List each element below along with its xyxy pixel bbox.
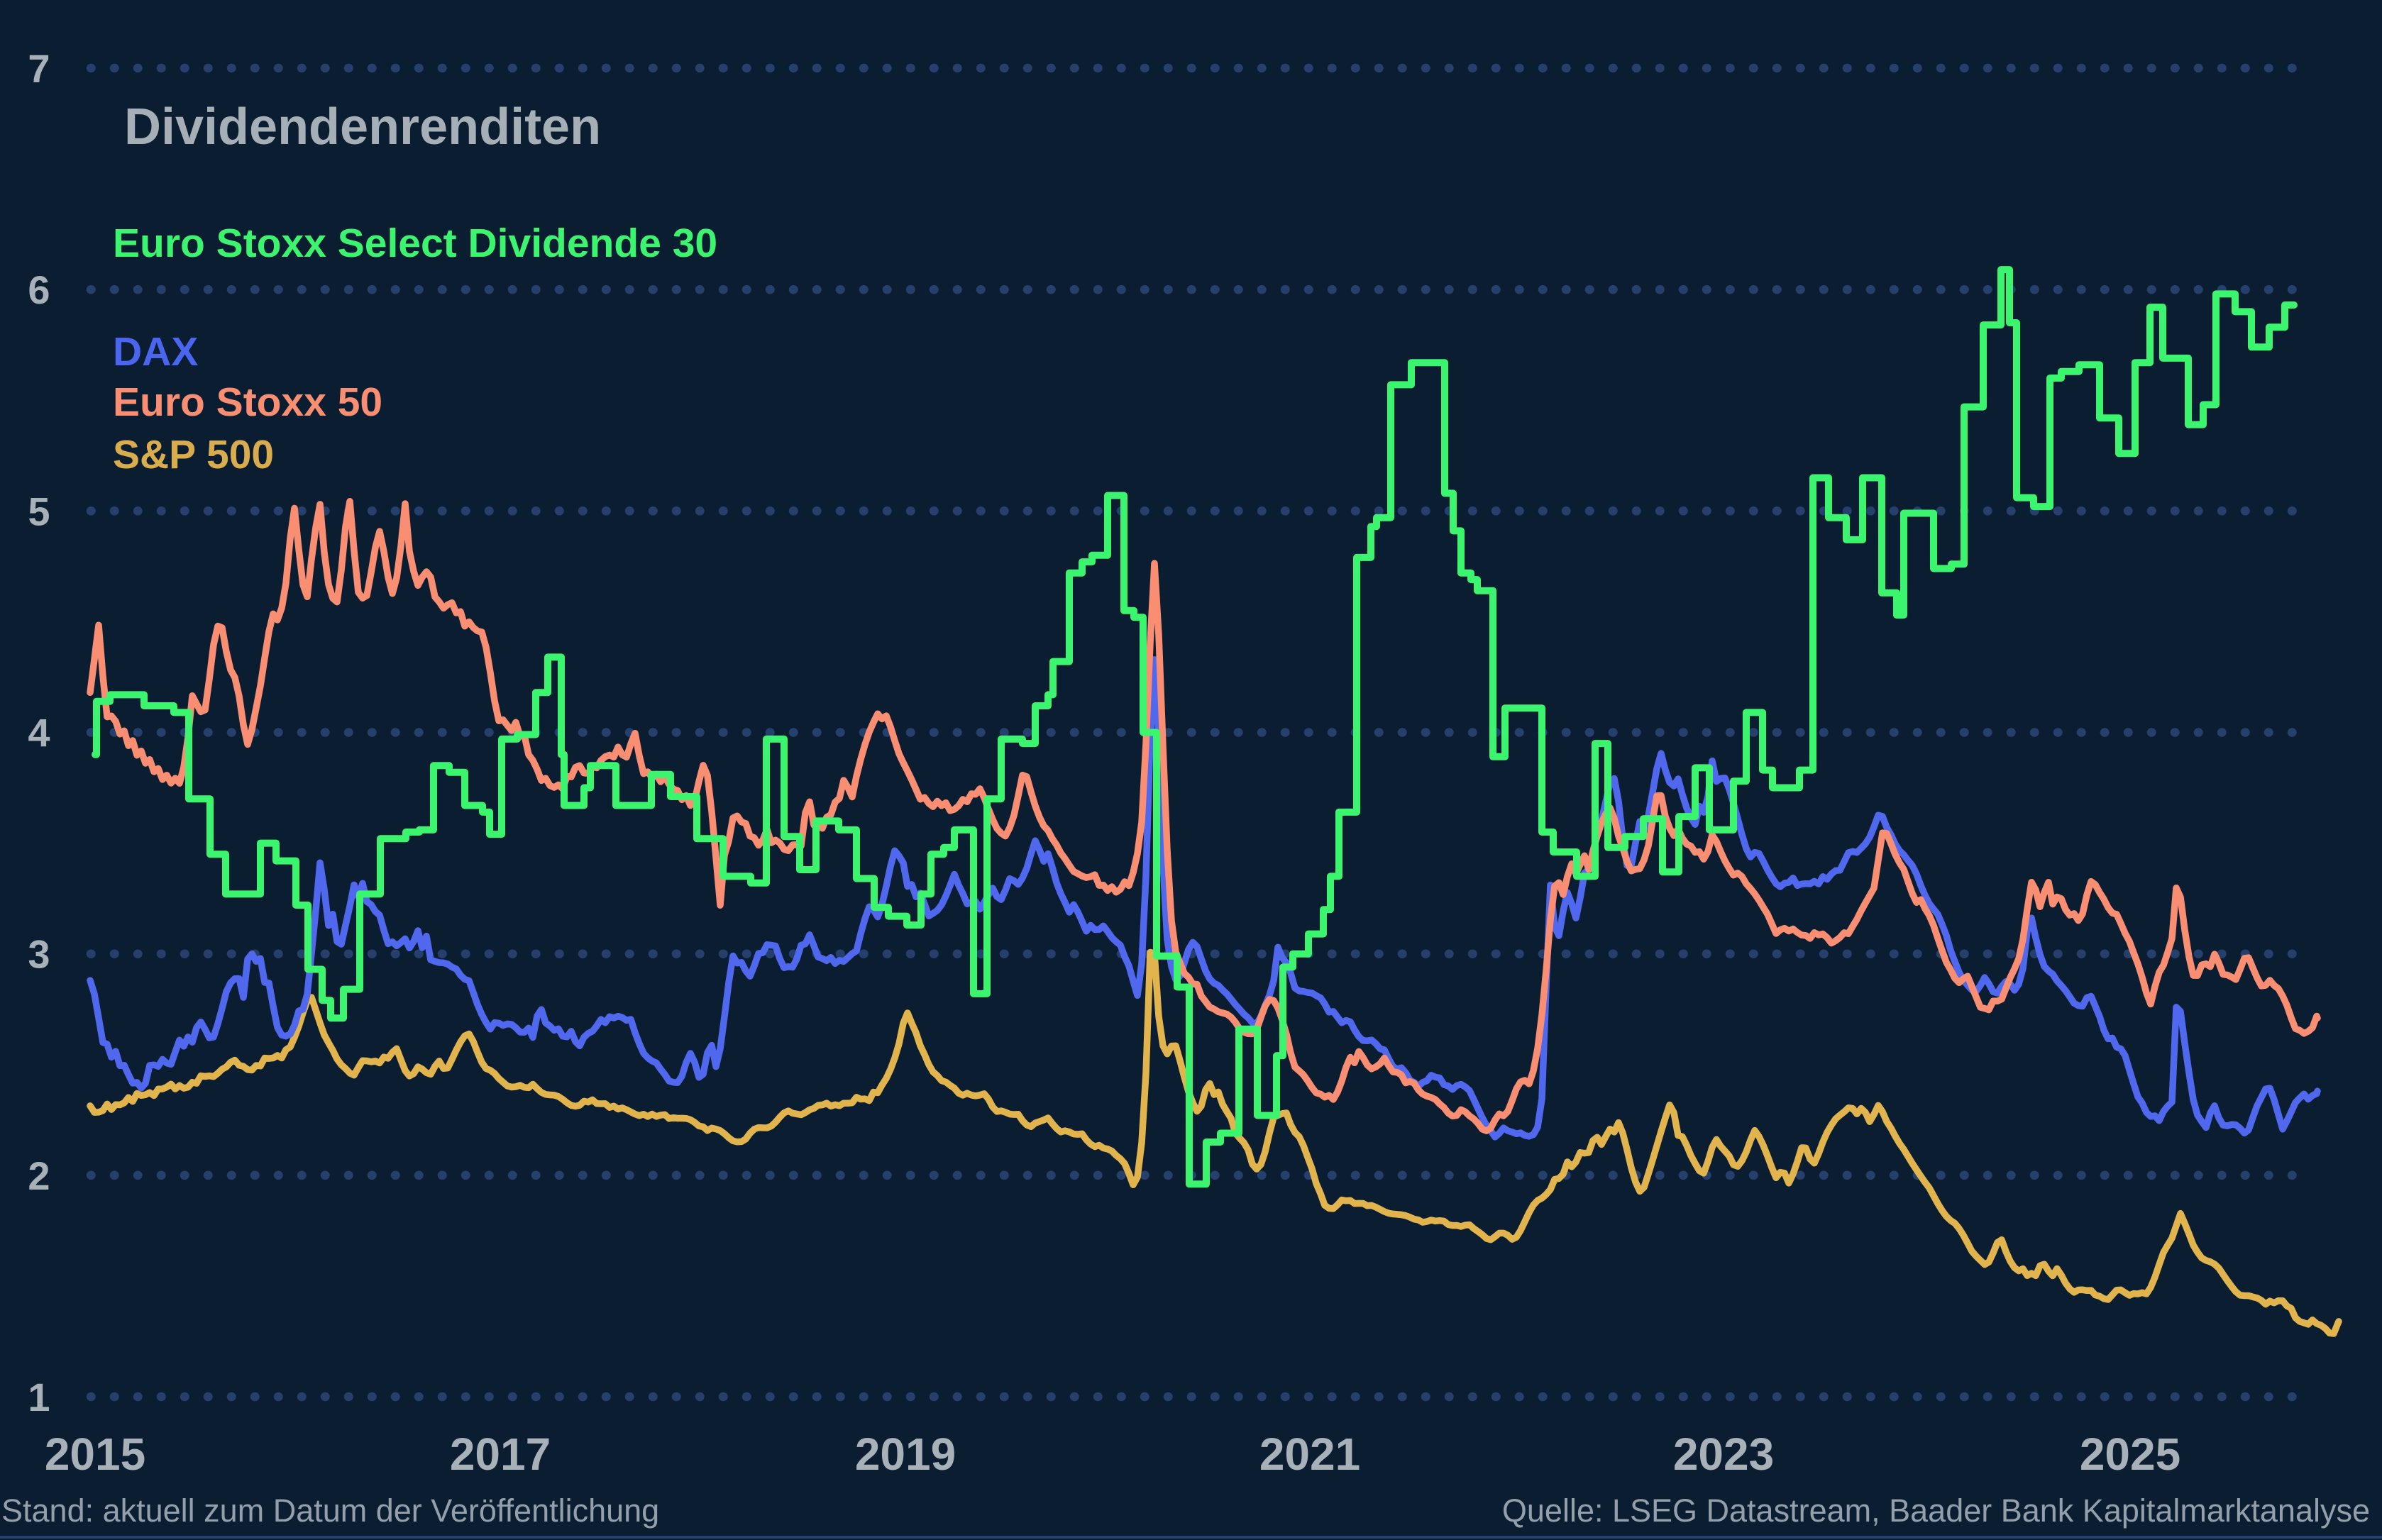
- svg-text:4: 4: [28, 711, 50, 755]
- svg-text:3: 3: [28, 932, 50, 977]
- svg-text:7: 7: [28, 46, 50, 91]
- svg-text:5: 5: [28, 489, 50, 533]
- svg-text:2025: 2025: [2080, 1429, 2180, 1480]
- svg-text:2019: 2019: [855, 1429, 956, 1480]
- svg-text:DAX: DAX: [113, 329, 198, 375]
- svg-text:2017: 2017: [450, 1429, 551, 1480]
- svg-text:Quelle: LSEG Datastream, Baade: Quelle: LSEG Datastream, Baader Bank Kap…: [1502, 1492, 2370, 1529]
- svg-text:2023: 2023: [1673, 1429, 1774, 1480]
- svg-text:2021: 2021: [1259, 1429, 1360, 1480]
- svg-text:1: 1: [28, 1375, 50, 1419]
- svg-text:Stand: aktuell zum Datum der V: Stand: aktuell zum Datum der Veröffentli…: [1, 1492, 659, 1529]
- svg-text:Euro Stoxx Select Dividende 30: Euro Stoxx Select Dividende 30: [113, 221, 717, 266]
- svg-text:2: 2: [28, 1153, 50, 1198]
- svg-text:Dividendenrenditen: Dividendenrenditen: [124, 99, 601, 155]
- svg-text:Euro Stoxx 50: Euro Stoxx 50: [113, 380, 382, 425]
- svg-text:S&P 500: S&P 500: [113, 432, 274, 477]
- svg-text:6: 6: [28, 267, 50, 312]
- svg-text:2015: 2015: [45, 1429, 145, 1480]
